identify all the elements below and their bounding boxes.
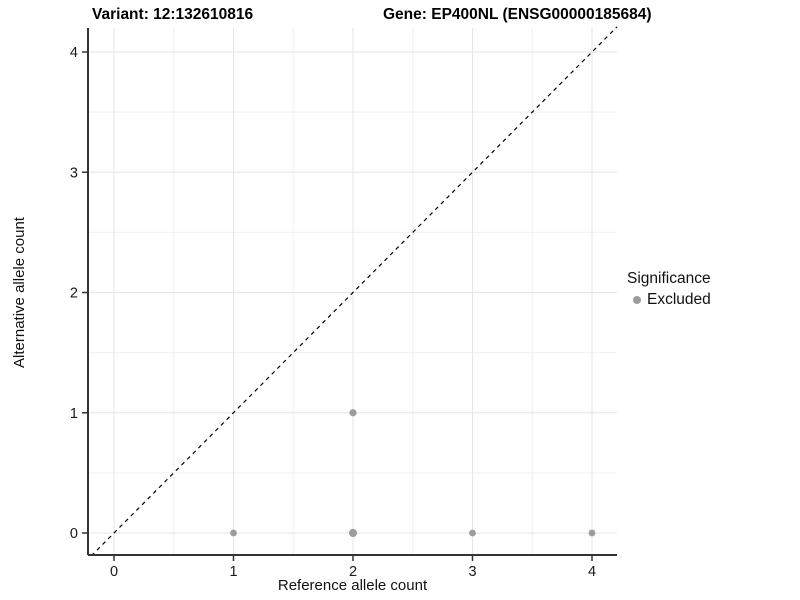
- x-tick-label: 3: [468, 564, 476, 580]
- legend-item-label: Excluded: [647, 291, 711, 308]
- plot-title-variant: Variant: 12:132610816: [92, 6, 254, 23]
- y-tick-label: 1: [70, 406, 78, 422]
- x-axis-title: Reference allele count: [277, 577, 428, 594]
- data-point: [349, 409, 357, 417]
- legend-item-excluded: Excluded: [627, 291, 711, 309]
- y-tick-label: 2: [70, 286, 78, 302]
- data-point: [348, 528, 358, 538]
- data-point: [588, 529, 596, 537]
- y-axis-title: Alternative allele count: [11, 217, 28, 368]
- data-point: [469, 529, 476, 537]
- identity-dashed-line: [90, 26, 618, 557]
- x-tick-label: 0: [110, 564, 118, 580]
- y-tick-label: 0: [70, 526, 78, 542]
- legend: Significance Excluded: [627, 270, 711, 309]
- x-tick-label: 1: [229, 564, 237, 580]
- legend-title: Significance: [627, 270, 711, 287]
- legend-key-dot: [633, 296, 641, 304]
- x-tick-label: 4: [588, 564, 596, 580]
- plot-title-gene: Gene: EP400NL (ENSG00000185684): [383, 6, 652, 23]
- y-tick-label: 4: [70, 45, 78, 61]
- data-point: [230, 529, 237, 537]
- x-tick-label: 2: [349, 564, 357, 580]
- y-tick-label: 3: [70, 165, 78, 181]
